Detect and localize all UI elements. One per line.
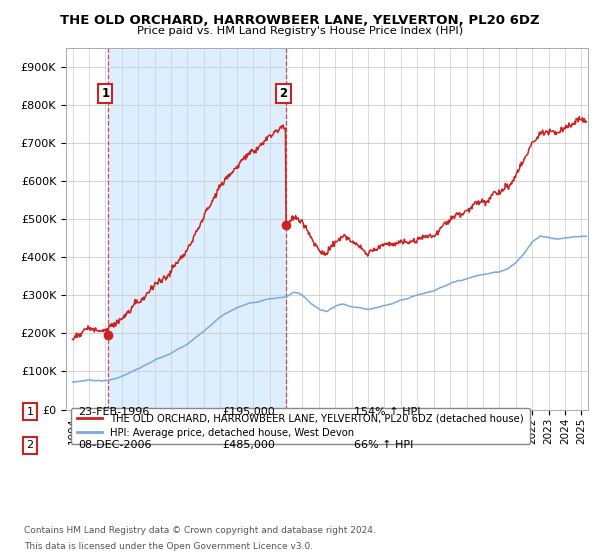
Text: 1: 1 bbox=[101, 87, 109, 100]
Text: Price paid vs. HM Land Registry's House Price Index (HPI): Price paid vs. HM Land Registry's House … bbox=[137, 26, 463, 36]
Text: 2: 2 bbox=[26, 440, 34, 450]
Text: 23-FEB-1996: 23-FEB-1996 bbox=[78, 407, 149, 417]
Text: £195,000: £195,000 bbox=[222, 407, 275, 417]
Text: Contains HM Land Registry data © Crown copyright and database right 2024.: Contains HM Land Registry data © Crown c… bbox=[24, 526, 376, 535]
Text: This data is licensed under the Open Government Licence v3.0.: This data is licensed under the Open Gov… bbox=[24, 542, 313, 551]
Legend: THE OLD ORCHARD, HARROWBEER LANE, YELVERTON, PL20 6DZ (detached house), HPI: Ave: THE OLD ORCHARD, HARROWBEER LANE, YELVER… bbox=[71, 408, 530, 444]
Text: 66% ↑ HPI: 66% ↑ HPI bbox=[354, 440, 413, 450]
Text: THE OLD ORCHARD, HARROWBEER LANE, YELVERTON, PL20 6DZ: THE OLD ORCHARD, HARROWBEER LANE, YELVER… bbox=[60, 14, 540, 27]
Text: 154% ↑ HPI: 154% ↑ HPI bbox=[354, 407, 421, 417]
Text: 2: 2 bbox=[280, 87, 287, 100]
Text: 1: 1 bbox=[26, 407, 34, 417]
Bar bbox=[108, 48, 286, 409]
Text: £485,000: £485,000 bbox=[222, 440, 275, 450]
Text: 08-DEC-2006: 08-DEC-2006 bbox=[78, 440, 151, 450]
